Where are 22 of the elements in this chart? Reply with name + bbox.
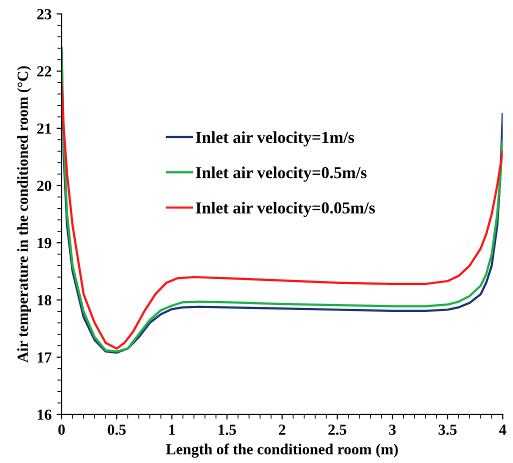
x-tick-label: 0.5	[108, 424, 126, 435]
x-tick-label: 1.5	[218, 424, 236, 435]
y-axis-title: Air temperature in the conditioned room (°C)	[17, 66, 32, 363]
y-tick-label: 19	[38, 238, 52, 248]
y-tick-label: 23	[37, 9, 52, 20]
legend-label: Inlet air velocity=1m/s	[196, 131, 354, 146]
y-tick-label: 16	[38, 410, 52, 420]
y-tick-label: 18	[38, 295, 52, 306]
x-tick-label: 3.5	[438, 424, 457, 435]
y-tick-label: 22	[37, 66, 52, 76]
x-tick-label: 4	[499, 424, 506, 435]
legend-label: Inlet air velocity=0.5m/s	[196, 166, 367, 182]
x-tick-label: 0	[58, 424, 65, 435]
x-axis-title: Length of the conditioned room (m)	[166, 444, 398, 458]
y-tick-label: 21	[37, 124, 52, 134]
y-tick-label: 17	[38, 352, 52, 362]
y-tick-label: 20	[37, 180, 52, 191]
x-tick-label: 2	[278, 424, 286, 435]
x-tick-label: 1	[169, 424, 175, 435]
legend-label: Inlet air velocity=0.05m/s	[196, 202, 375, 217]
x-tick-label: 3	[389, 424, 396, 435]
x-tick-label: 2.5	[328, 424, 346, 435]
